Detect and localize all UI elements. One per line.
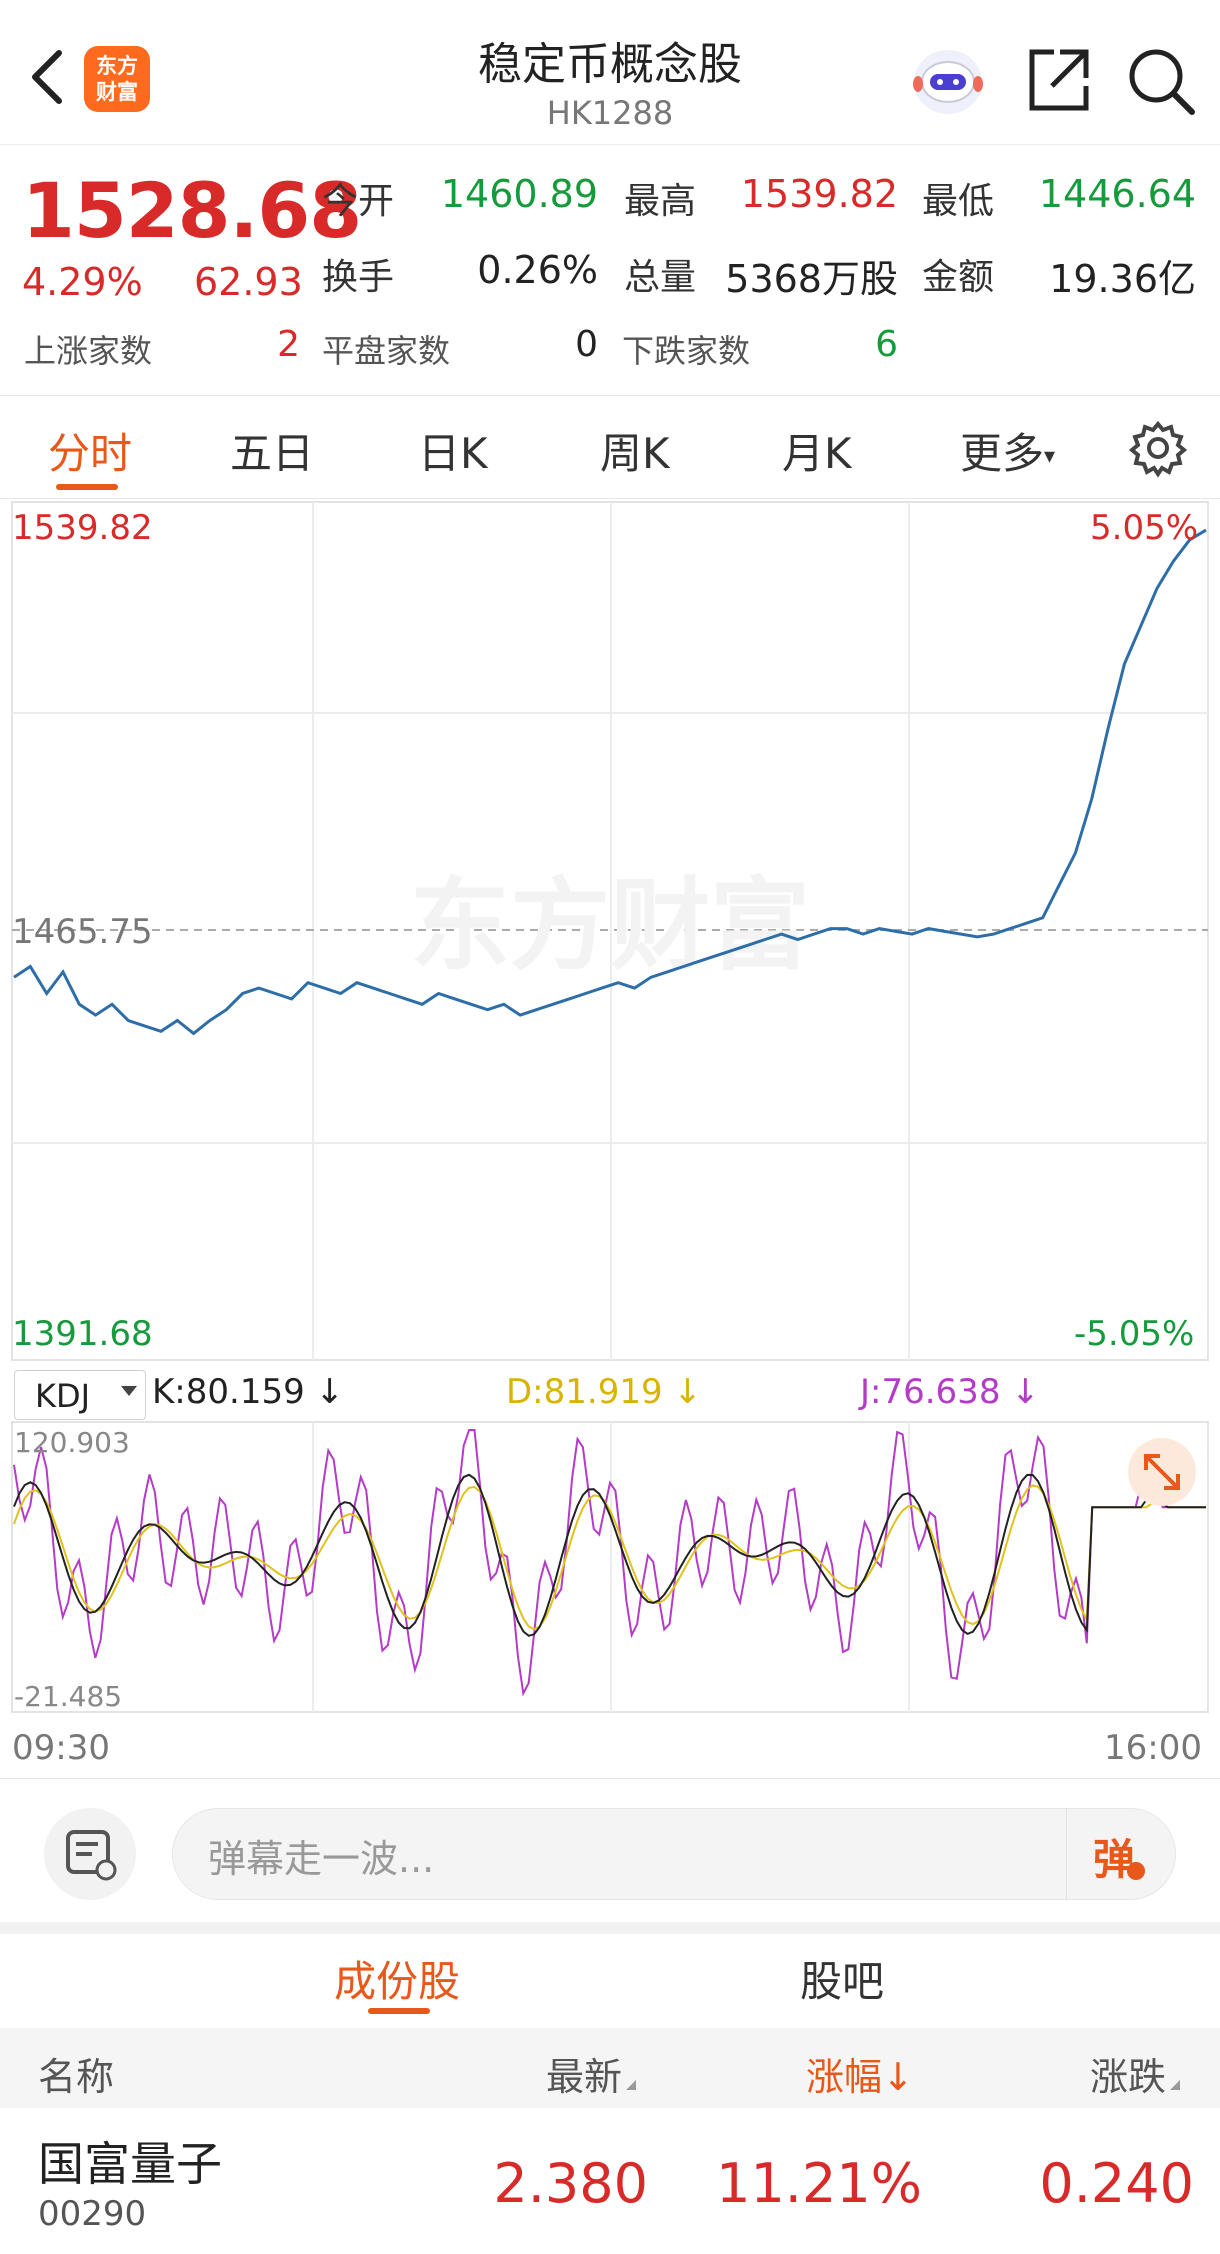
change-percent: 4.29% xyxy=(22,260,143,304)
row-change-pct: 11.21% xyxy=(716,2152,922,2215)
amount-value: 19.36亿 xyxy=(1049,257,1196,301)
danmaku-settings-icon xyxy=(66,1830,117,1881)
high-label: 最高 xyxy=(624,181,697,222)
page-title: 稳定币概念股 xyxy=(478,39,742,90)
row-stock-name: 国富量子 xyxy=(38,2137,222,2191)
flat-count-value: 0 xyxy=(575,324,598,365)
kdj-min-label: -21.485 xyxy=(14,1680,123,1713)
turnover-rate-value: 0.26% xyxy=(477,248,598,292)
tab-forum[interactable]: 股吧 xyxy=(800,1957,885,2006)
chart-low-label: 1391.68 xyxy=(12,1314,153,1354)
logo-text-line1: 东方 xyxy=(96,54,138,78)
danmaku-badge-icon xyxy=(1127,1862,1145,1880)
top-bar: 东方 财富 稳定币概念股 HK1288 xyxy=(0,0,1220,145)
kdj-d-value: D:81.919 ↓ xyxy=(506,1372,702,1412)
price-line xyxy=(13,528,1207,1036)
volume-value: 5368万股 xyxy=(725,257,898,301)
down-count-label: 下跌家数 xyxy=(622,332,751,370)
indicator-selector[interactable]: KDJ xyxy=(14,1370,146,1420)
row-change: 0.240 xyxy=(1039,2152,1194,2215)
col-name[interactable]: 名称 xyxy=(38,2055,115,2099)
up-count-label: 上涨家数 xyxy=(24,332,153,370)
divider xyxy=(0,395,1220,396)
chart-high-pct: 5.05% xyxy=(1090,508,1199,548)
share-icon[interactable] xyxy=(1020,42,1096,118)
ai-assistant-icon[interactable] xyxy=(910,44,986,118)
amount-label: 金额 xyxy=(922,257,995,298)
open-value: 1460.89 xyxy=(440,172,598,216)
tab-monthly-k[interactable]: 月K xyxy=(782,429,852,478)
watermark: 东方财富 xyxy=(410,867,810,984)
col-change-pct[interactable]: 涨幅↓ xyxy=(806,2055,914,2099)
time-end-label: 16:00 xyxy=(1104,1728,1202,1768)
kdj-grid xyxy=(312,1422,910,1712)
volume-label: 总量 xyxy=(624,257,697,298)
col-latest[interactable]: 最新 xyxy=(546,2046,637,2101)
danmaku-button-label: 弹 xyxy=(1093,1835,1136,1884)
up-count-value: 2 xyxy=(277,324,300,365)
tab-more[interactable]: 更多▾ xyxy=(960,420,1055,481)
tab-intraday[interactable]: 分时 xyxy=(48,429,133,478)
expand-icon xyxy=(1144,1454,1180,1490)
section-gap xyxy=(0,1922,1220,1934)
app-logo: 东方 财富 xyxy=(84,46,150,112)
time-start-label: 09:30 xyxy=(12,1728,110,1768)
stock-code: HK1288 xyxy=(546,94,674,132)
chart-mid-label: 1465.75 xyxy=(12,912,153,952)
danmaku-settings-button[interactable] xyxy=(44,1808,136,1900)
change-amount: 62.93 xyxy=(194,260,303,304)
logo-text-line2: 财富 xyxy=(96,80,138,104)
tab-daily-k[interactable]: 日K xyxy=(418,429,488,478)
tab-five-day[interactable]: 五日 xyxy=(230,429,315,478)
indicator-selector-label: KDJ xyxy=(35,1377,91,1415)
low-value: 1446.64 xyxy=(1038,172,1196,216)
col-change[interactable]: 涨跌 xyxy=(1090,2046,1181,2101)
danmaku-placeholder: 弹幕走一波... xyxy=(208,1837,435,1881)
kdj-lines xyxy=(13,1429,1206,1697)
chart-low-pct: -5.05% xyxy=(1074,1314,1195,1354)
search-icon[interactable] xyxy=(1122,40,1202,120)
row-latest: 2.380 xyxy=(493,2152,648,2215)
current-price: 1528.68 xyxy=(22,166,362,255)
kdj-d-line xyxy=(13,1484,1206,1631)
dropdown-arrow-icon xyxy=(121,1386,137,1396)
kdj-j-line xyxy=(13,1429,1206,1697)
back-button[interactable] xyxy=(22,42,72,112)
col-change-label: 涨跌 xyxy=(1090,2055,1167,2099)
turnover-rate-label: 换手 xyxy=(322,257,395,298)
down-count-value: 6 xyxy=(875,324,898,365)
table-header xyxy=(0,2028,1220,2108)
flat-count-label: 平盘家数 xyxy=(322,332,451,370)
low-label: 最低 xyxy=(922,181,995,222)
danmaku-send-button[interactable]: 弹 xyxy=(1066,1808,1176,1900)
tab-constituents[interactable]: 成份股 xyxy=(334,1957,461,2006)
kdj-k-value: K:80.159 ↓ xyxy=(152,1372,345,1412)
divider xyxy=(0,1778,1220,1779)
dropdown-arrow-icon: ▾ xyxy=(1044,444,1056,469)
row-stock-code: 00290 xyxy=(38,2194,147,2234)
active-tab-indicator xyxy=(56,484,118,490)
price-grid xyxy=(12,502,1208,1360)
price-series-line xyxy=(13,528,1207,1036)
high-value: 1539.82 xyxy=(740,172,898,216)
tab-more-label: 更多 xyxy=(960,429,1045,478)
active-tab-indicator xyxy=(368,2008,430,2014)
divider xyxy=(0,498,1220,499)
kdj-j-value: J:76.638 ↓ xyxy=(860,1372,1040,1412)
chart-high-label: 1539.82 xyxy=(12,508,153,548)
settings-gear-icon[interactable] xyxy=(1128,418,1188,478)
expand-chart-button[interactable] xyxy=(1128,1438,1196,1506)
kdj-k-line xyxy=(13,1473,1206,1637)
danmaku-input[interactable] xyxy=(172,1808,1176,1900)
sort-icon xyxy=(1170,2080,1181,2090)
intraday-chart[interactable]: 东方财富 xyxy=(0,500,1220,1780)
open-label: 今开 xyxy=(322,181,395,222)
tab-weekly-k[interactable]: 周K xyxy=(600,429,670,478)
kdj-max-label: 120.903 xyxy=(14,1426,130,1459)
sort-icon xyxy=(626,2080,637,2090)
back-arrow-icon xyxy=(32,50,62,104)
col-latest-label: 最新 xyxy=(546,2055,623,2099)
